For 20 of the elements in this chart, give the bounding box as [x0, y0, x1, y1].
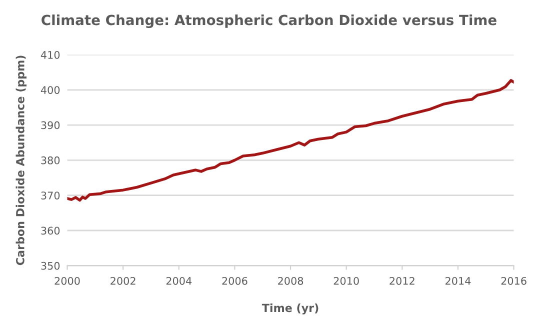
x-tick-label: 2012: [390, 276, 414, 285]
y-tick-label: 370: [41, 192, 60, 200]
y-tick-label: 380: [41, 156, 60, 164]
chart-title: Climate Change: Atmospheric Carbon Dioxide versus Time: [42, 14, 496, 28]
x-tick-label: 2010: [334, 276, 359, 285]
x-tick-label: 2006: [222, 276, 248, 285]
line-series: [67, 79, 514, 202]
y-tick-label: 410: [40, 50, 60, 59]
y-tick-label: 360: [41, 226, 60, 235]
x-axis-title: Time (yr): [262, 304, 318, 314]
x-tick-label: 2002: [110, 276, 136, 285]
x-tick-label: 2014: [445, 276, 471, 285]
x-tick-label: 2008: [278, 276, 304, 285]
y-tick-label: 390: [41, 121, 60, 130]
y-tick-label: 400: [40, 86, 60, 94]
x-tick-label: 2016: [501, 276, 526, 285]
x-tick-label: 2004: [166, 276, 192, 285]
y-tick-label: 350: [41, 262, 60, 270]
x-tick-label: 2000: [54, 276, 80, 285]
y-axis-title: Carbon Dioxide Abundance (ppm): [16, 56, 27, 266]
